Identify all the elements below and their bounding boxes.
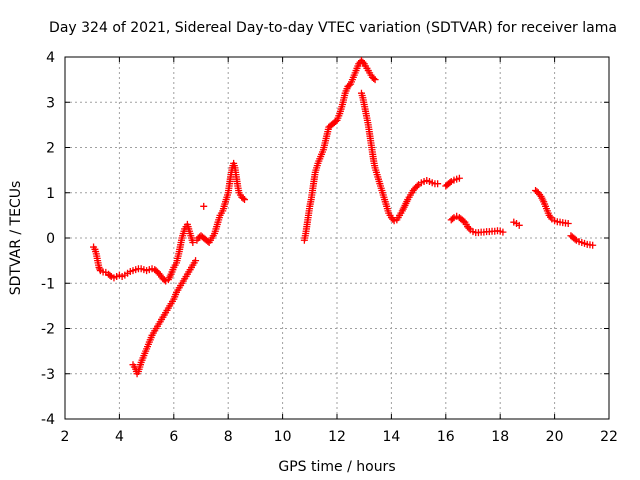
x-tick-label: 20 xyxy=(546,429,564,445)
data-point xyxy=(515,221,523,229)
series-segment-7 xyxy=(447,212,507,237)
series-segment-9 xyxy=(532,186,572,228)
y-tick-label: -3 xyxy=(41,367,55,383)
series-segment-6 xyxy=(442,174,463,190)
y-tick-label: 4 xyxy=(46,50,55,66)
data-point xyxy=(192,257,200,265)
data-point xyxy=(413,182,421,190)
x-tick-label: 18 xyxy=(491,429,509,445)
data-point xyxy=(449,215,457,223)
series-segment-4 xyxy=(300,57,379,244)
series-segment-5 xyxy=(357,89,442,225)
y-tick-label: -2 xyxy=(41,322,55,338)
data-point xyxy=(465,224,473,232)
data-points xyxy=(90,57,597,378)
series-segment-1 xyxy=(90,220,197,285)
data-point xyxy=(564,220,572,228)
x-tick-label: 4 xyxy=(115,429,124,445)
chart-title: Day 324 of 2021, Sidereal Day-to-day VTE… xyxy=(49,20,617,36)
y-tick-label: -4 xyxy=(41,412,55,428)
x-tick-label: 14 xyxy=(382,429,400,445)
series-outlier xyxy=(200,202,208,210)
series-segment-10 xyxy=(567,232,597,249)
data-point xyxy=(200,202,208,210)
y-axis-label: SDTVAR / TECUs xyxy=(8,181,24,296)
series-segment-8 xyxy=(510,218,523,229)
data-point xyxy=(434,180,442,188)
data-point xyxy=(371,76,379,84)
y-tick-label: 0 xyxy=(46,231,55,247)
data-point xyxy=(241,196,249,204)
data-point xyxy=(359,58,367,66)
y-tick-label: -1 xyxy=(41,276,55,292)
x-tick-label: 22 xyxy=(600,429,618,445)
x-tick-label: 6 xyxy=(169,429,178,445)
x-tick-label: 16 xyxy=(437,429,455,445)
data-point xyxy=(446,179,454,187)
data-point xyxy=(95,263,103,271)
data-point xyxy=(239,194,247,202)
x-tick-label: 10 xyxy=(274,429,292,445)
x-axis-label: GPS time / hours xyxy=(278,459,395,475)
y-tick-label: 2 xyxy=(46,141,55,157)
data-point xyxy=(106,271,114,279)
data-point xyxy=(370,74,378,82)
series-segment-3 xyxy=(193,159,249,247)
data-point xyxy=(455,174,463,182)
x-tick-label: 12 xyxy=(328,429,346,445)
x-tick-label: 8 xyxy=(224,429,233,445)
y-tick-label: 3 xyxy=(46,95,55,111)
data-point xyxy=(189,239,197,247)
y-tick-label: 1 xyxy=(46,186,55,202)
x-tick-label: 2 xyxy=(61,429,70,445)
data-point xyxy=(499,228,507,236)
data-point xyxy=(589,241,597,249)
data-point xyxy=(389,215,397,223)
series-segment-2 xyxy=(129,257,200,378)
data-point xyxy=(571,235,579,243)
